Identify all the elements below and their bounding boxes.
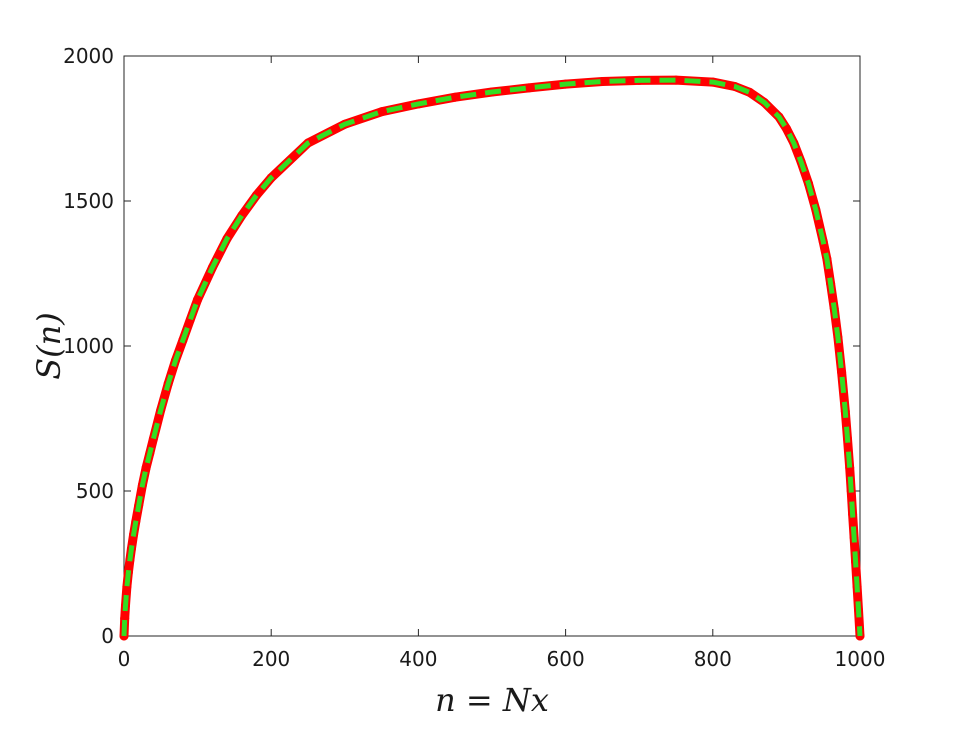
data-point xyxy=(377,107,387,117)
series-layer xyxy=(119,75,865,641)
y-axis-title: S(n) xyxy=(30,312,68,380)
y-tick-label: 500 xyxy=(76,479,114,503)
x-tick-label: 400 xyxy=(399,647,437,671)
x-tick-label: 600 xyxy=(547,647,585,671)
y-tick-label: 1000 xyxy=(63,334,114,358)
plot-area xyxy=(123,55,861,637)
data-point xyxy=(524,83,534,93)
data-point xyxy=(141,463,151,473)
data-point xyxy=(837,367,847,377)
y-tick-label: 2000 xyxy=(63,44,114,68)
x-tick-label: 800 xyxy=(694,647,732,671)
x-tick-label: 200 xyxy=(252,647,290,671)
x-axis-title: n = Nx xyxy=(435,681,549,719)
y-tick-label: 1500 xyxy=(63,189,114,213)
y-tick-label: 0 xyxy=(101,624,114,648)
x-tick-label: 1000 xyxy=(835,647,886,671)
series-green-dashed-line xyxy=(121,77,863,637)
data-point xyxy=(193,295,203,305)
axis-tick-labels: 0 200 400 600 800 1000 0 500 1000 1500 2000 xyxy=(63,44,885,671)
data-point xyxy=(450,92,460,102)
x-tick-label: 0 xyxy=(118,647,131,671)
